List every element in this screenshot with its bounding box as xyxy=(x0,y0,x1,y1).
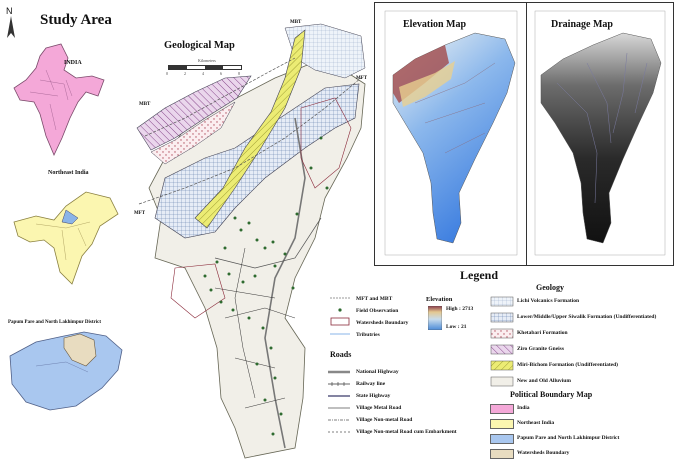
boundary-legend-item: Papum Pare and North Lakhimpur District xyxy=(517,435,620,441)
boundary-swatch-northeast xyxy=(490,419,514,429)
legend-mft-mbt: MFT and MBT xyxy=(356,296,393,302)
study-area-title: Study Area xyxy=(40,12,112,28)
elevation-map-panel: Elevation Map xyxy=(374,2,528,266)
drainage-map-title: Drainage Map xyxy=(551,19,613,30)
boundary-swatch-india xyxy=(490,404,514,414)
district-inset-map xyxy=(9,331,123,411)
legend-tributries: Tributries xyxy=(356,332,380,338)
legend-road-item: Village Non-metal Road cum Embarkment xyxy=(356,429,457,435)
legend-title: Legend xyxy=(460,268,499,282)
geology-legend-item: Khetabari Formation xyxy=(517,330,568,336)
scale-tick: 8 xyxy=(238,71,240,76)
miri-bichom-belt xyxy=(194,29,306,229)
drainage-map xyxy=(534,10,666,256)
legend-road-item: Village Non-metal Road xyxy=(356,417,413,423)
legend-road-item: Village Metal Road xyxy=(356,405,402,411)
elevation-low-label: Low : 21 xyxy=(446,324,467,330)
elevation-map-title: Elevation Map xyxy=(403,19,467,30)
scale-tick: 2 xyxy=(184,71,186,76)
legend-road-symbols xyxy=(328,370,350,433)
geological-map-title: Geological Map xyxy=(164,40,235,51)
district-label: Papum Pare and North Lakhimpur District xyxy=(8,320,102,325)
geology-title: Geology xyxy=(536,283,564,292)
elevation-color-ramp xyxy=(428,306,442,330)
roads-title: Roads xyxy=(330,350,352,359)
fault-label: MFT xyxy=(134,211,146,216)
siwalik-zone xyxy=(154,83,360,239)
legend-field-observation: Field Observation xyxy=(356,308,399,314)
elevation-map xyxy=(384,10,518,256)
boundary-legend-item: Watersheds Boundary xyxy=(517,450,570,456)
scale-title: Kilometers xyxy=(198,58,216,63)
elevation-high-label: High : 2713 xyxy=(446,306,474,312)
boundary-swatch-district xyxy=(490,434,514,444)
khetabari-zone xyxy=(150,101,236,165)
scale-bar: Kilometers 0 2 4 6 8 xyxy=(164,58,250,80)
north-letter: N xyxy=(6,6,13,16)
boundary-title: Political Boundary Map xyxy=(510,390,593,399)
elevation-legend-title: Elevation xyxy=(426,296,453,303)
northeast-label: Northeast India xyxy=(48,170,89,176)
legend-road-item: State Highway xyxy=(356,393,391,399)
drainage-map-panel: Drainage Map xyxy=(526,2,674,266)
geological-map xyxy=(136,23,366,459)
legend-road-item: National Highway xyxy=(356,369,399,375)
boundary-legend-item: Northeast India xyxy=(517,420,555,426)
geology-swatches xyxy=(490,296,514,387)
india-label: INDIA xyxy=(64,60,82,66)
fault-label: MBT xyxy=(139,102,151,107)
fault-line xyxy=(138,77,362,205)
geology-legend-item: Ziro Granite Gneiss xyxy=(517,346,564,352)
scale-tick: 4 xyxy=(202,71,204,76)
scale-tick: 0 xyxy=(166,71,168,76)
legend-watersheds-boundary: Watersheds Boundary xyxy=(356,320,409,326)
india-inset-map xyxy=(13,43,105,156)
study-area-panel: Study Area N INDIA Northeast India Papum… xyxy=(0,0,130,467)
fault-label: MBT xyxy=(290,20,302,25)
fault-line xyxy=(144,57,296,137)
legend-road-item: Railway line xyxy=(356,381,386,387)
boundary-swatch-watershed xyxy=(490,449,514,459)
geology-legend-item: Miri-Bichom Formation (Undifferentiated) xyxy=(517,362,619,368)
northeast-inset-map xyxy=(13,191,119,285)
geology-legend-item: Lower/Middle/Upper Siwalik Formation (Un… xyxy=(517,314,657,320)
legend-line-symbols xyxy=(330,297,350,335)
north-arrow-icon xyxy=(7,16,15,38)
geology-legend-item: Lichi Volcanics Formation xyxy=(517,298,580,304)
geology-legend-item: New and Old Alluvium xyxy=(517,378,571,384)
scale-tick: 6 xyxy=(220,71,222,76)
boundary-legend-item: India xyxy=(517,405,530,411)
fault-label: MFT xyxy=(356,76,368,81)
field-observations xyxy=(203,136,329,436)
